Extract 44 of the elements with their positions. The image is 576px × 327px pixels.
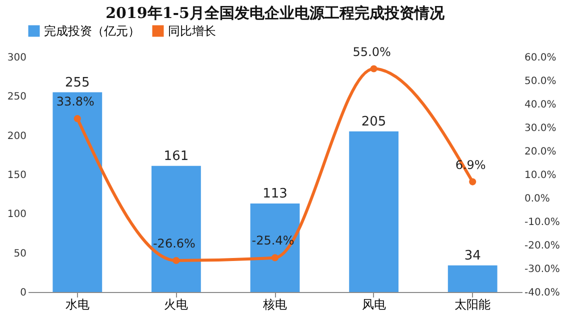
data-label: 161 [164, 148, 189, 164]
x-tick-label: 太阳能 [454, 298, 491, 312]
x-tick-label: 火电 [164, 298, 188, 312]
y-tick-label: 250 [7, 92, 26, 103]
data-label: 205 [361, 114, 386, 130]
legend-label: 同比增长 [168, 24, 216, 38]
point [271, 254, 279, 262]
x-tick-label: 水电 [65, 298, 90, 312]
bar [349, 131, 398, 292]
y2-tick-label: 10.0% [524, 170, 556, 181]
y2-tick-label: -30.0% [524, 264, 560, 275]
x-tick-label: 核电 [262, 298, 287, 312]
y2-tick-label: 40.0% [524, 100, 556, 110]
x-tick-label: 风电 [362, 298, 386, 312]
y-tick-label: 0 [20, 288, 26, 298]
y2-tick-label: 60.0% [524, 52, 556, 64]
point [469, 178, 476, 186]
y2-tick-label: 20.0% [524, 146, 556, 158]
data-label: -26.6% [152, 236, 196, 251]
data-label: 255 [64, 75, 90, 90]
y2-tick-label: 0.0% [524, 194, 550, 204]
y-tick-label: 200 [7, 130, 26, 142]
bar [250, 203, 300, 292]
data-label: 33.8% [56, 94, 94, 109]
point [74, 115, 81, 122]
data-label: 55.0% [352, 44, 391, 59]
y-tick-label: 50 [14, 248, 26, 260]
point [370, 65, 378, 72]
y-tick-label: 150 [7, 170, 26, 181]
y-tick-label: 300 [7, 52, 26, 64]
data-label: 34 [464, 248, 481, 264]
bar [448, 265, 498, 292]
y-tick-label: 100 [7, 209, 26, 220]
y2-tick-label: -10.0% [524, 217, 560, 228]
data-label: 113 [262, 186, 288, 202]
legend-label: 完成投资（亿元） [44, 24, 140, 38]
bar [52, 92, 102, 292]
y2-tick-label: -40.0% [524, 288, 560, 298]
y2-tick-label: 30.0% [524, 123, 556, 134]
y2-tick-label: -20.0% [524, 240, 560, 252]
chart-title: 2019年1-5月全国发电企业电源工程完成投资情况 [106, 4, 446, 22]
bar [152, 166, 201, 292]
y2-tick-label: 50.0% [524, 76, 556, 87]
point [172, 256, 180, 264]
